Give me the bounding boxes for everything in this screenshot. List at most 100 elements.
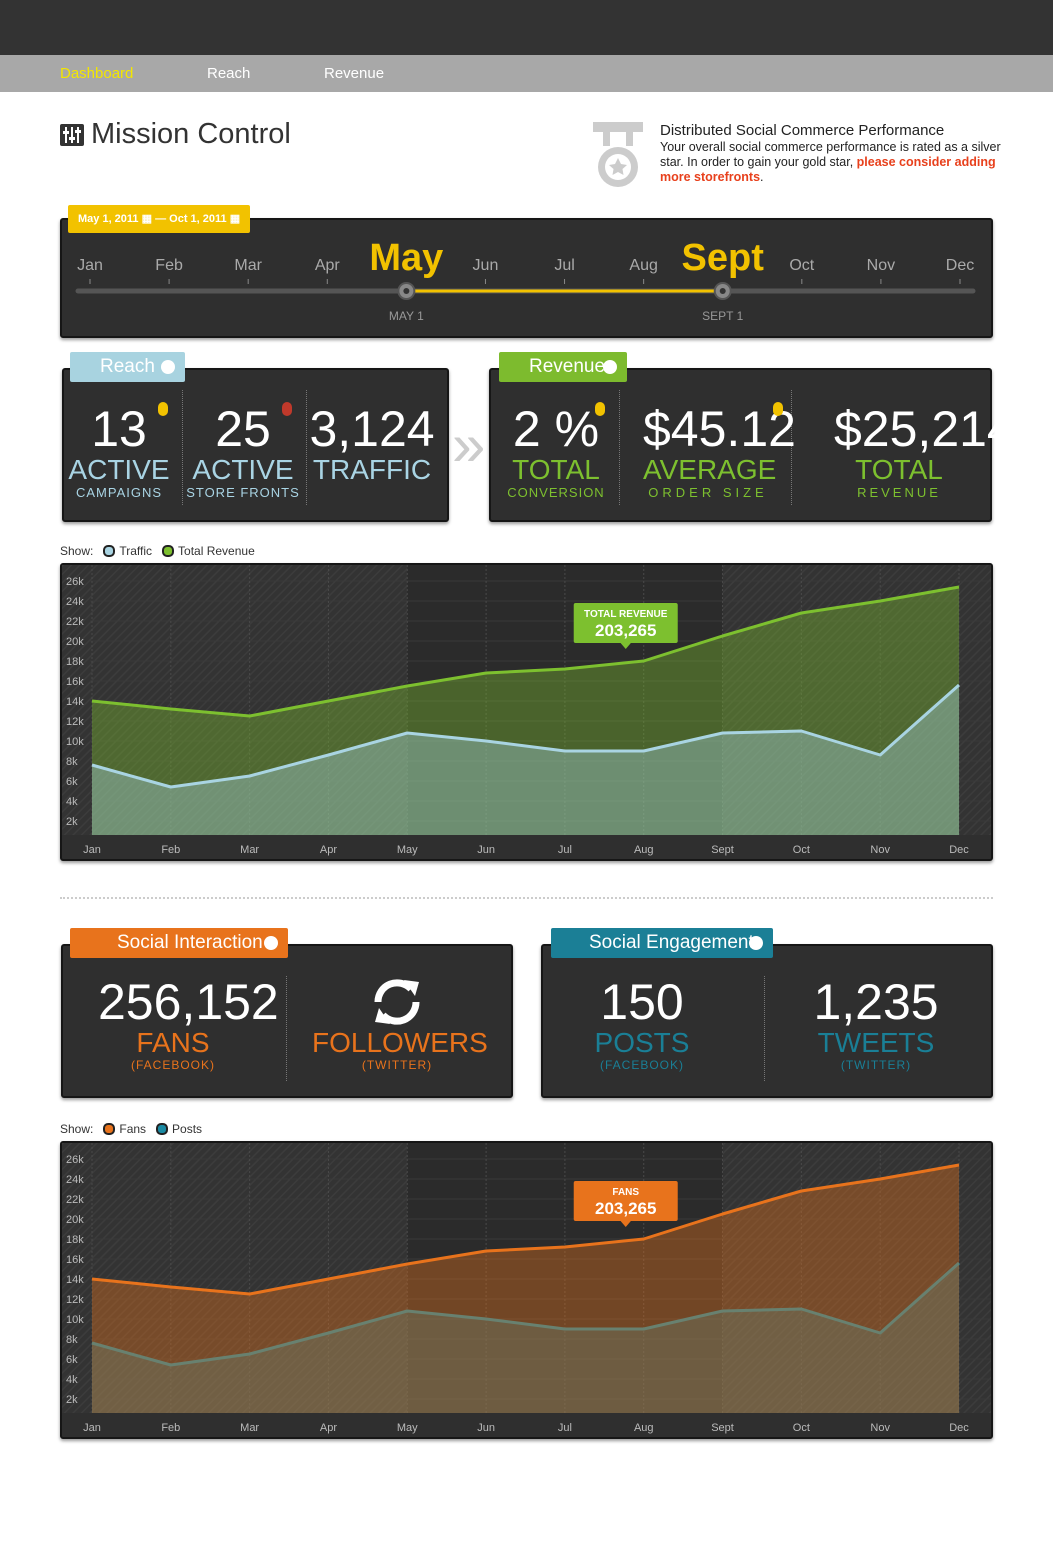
area [92, 1165, 959, 1413]
x-tick-label: Aug [634, 1422, 654, 1434]
callout [573, 1181, 678, 1221]
stat-value: 3,124 [309, 401, 435, 457]
legend-item[interactable]: Total Revenue [152, 544, 255, 558]
stat-sub: (TWITTER) [361, 1058, 433, 1072]
y-tick-label: 24k [66, 596, 84, 608]
separator [60, 897, 993, 899]
legend-title: Show: [60, 1122, 94, 1136]
legend-item[interactable]: Fans [93, 1122, 146, 1136]
stat-label: FOLLOWERS [312, 1027, 488, 1058]
y-tick-label: 18k [66, 656, 84, 668]
stat-label: AVERAGE [643, 454, 777, 485]
medal [595, 402, 605, 416]
stat-label: TOTAL [512, 454, 600, 485]
nav-item[interactable]: Revenue [324, 65, 385, 82]
y-tick-label: 4k [66, 796, 78, 808]
x-tick-label: Oct [793, 1422, 810, 1434]
x-tick-label: Jul [558, 1422, 572, 1434]
marker-label: MAY 1 [389, 309, 424, 323]
tab-title: Social Interaction [117, 932, 263, 953]
y-tick-label: 18k [66, 1234, 84, 1246]
month-label: Aug [629, 257, 657, 274]
y-tick-label: 6k [66, 776, 78, 788]
stat-value: 13 [91, 401, 147, 457]
y-tick-label: 8k [66, 1334, 78, 1346]
x-tick-label: Oct [793, 844, 810, 856]
stat-value: 2 % [512, 401, 600, 457]
legend-item[interactable]: Posts [146, 1122, 202, 1136]
x-tick-label: May [397, 1422, 418, 1434]
x-tick-label: Jun [477, 844, 495, 856]
stat-label: FANS [136, 1027, 210, 1058]
info-icon[interactable] [161, 360, 175, 374]
y-tick-label: 16k [66, 1254, 84, 1266]
area [92, 1263, 959, 1413]
stat-sub: ORDER SIZE [648, 485, 768, 500]
y-tick-label: 10k [66, 736, 84, 748]
info-icon[interactable] [264, 936, 278, 950]
nav-item[interactable]: Dashboard [60, 65, 134, 82]
legend-label: Fans [119, 1122, 147, 1136]
tab-title: Revenue [529, 356, 606, 377]
month-label: Nov [867, 257, 895, 274]
y-tick-label: 20k [66, 636, 84, 648]
month-label: Mar [234, 257, 262, 274]
divider [286, 976, 287, 1081]
stat-sub: (TWITTER) [840, 1058, 912, 1072]
medal-icon [593, 122, 643, 187]
nav-item[interactable]: Reach [207, 65, 251, 82]
legend-title: Show: [60, 544, 94, 558]
x-tick-label: Feb [161, 844, 180, 856]
y-tick-label: 22k [66, 616, 84, 628]
x-tick-label: Apr [320, 844, 337, 856]
date-range[interactable]: May 1, 2011 ▦ — Oct 1, 2011 ▦ [68, 205, 251, 233]
legend: Show: Fans Posts [60, 1122, 202, 1136]
rating-title: Distributed Social Commerce Performance [660, 122, 945, 139]
x-tick-label: May [397, 844, 418, 856]
reach-tab[interactable]: Reach [70, 352, 185, 382]
x-tick-label: Nov [870, 844, 890, 856]
social-interaction-tab[interactable]: Social Interaction [70, 928, 288, 958]
line [91, 1261, 960, 1367]
month-label: Feb [155, 257, 183, 274]
y-tick-label: 12k [66, 1294, 84, 1306]
tab-title: Social Engagement [589, 932, 754, 953]
legend-label: Posts [172, 1122, 203, 1136]
callout-value: 203,265 [595, 1199, 656, 1218]
y-tick-label: 16k [66, 676, 84, 688]
y-tick-label: 22k [66, 1194, 84, 1206]
medal [282, 402, 292, 416]
range-end: Oct 1, 2011 [169, 213, 227, 225]
stat-label: POSTS [594, 1027, 690, 1058]
stat-label: TOTAL [855, 454, 943, 485]
stat-label: TWEETS [817, 1027, 935, 1058]
x-tick-label: Apr [320, 1422, 337, 1434]
info-icon[interactable] [749, 936, 763, 950]
legend-label: Total Revenue [178, 544, 255, 558]
x-tick-label: Dec [949, 1422, 969, 1434]
y-tick-label: 14k [66, 1274, 84, 1286]
social-engagement-tab[interactable]: Social Engagement [551, 928, 773, 958]
month-label: Oct [789, 257, 814, 274]
info-icon[interactable] [603, 360, 617, 374]
stat-sub: CONVERSION [507, 485, 605, 500]
y-tick-label: 8k [66, 756, 78, 768]
divider [791, 390, 792, 505]
x-tick-label: Aug [634, 844, 654, 856]
legend-swatch [103, 545, 116, 557]
social-interaction-panel: 256,152 FANS (FACEBOOK) FOLLOWERS (TWITTER) [61, 944, 513, 1098]
medal [158, 402, 168, 416]
range-separator: — [155, 213, 167, 225]
y-tick-label: 4k [66, 1374, 78, 1386]
stat-sub: STORE FRONTS [186, 485, 300, 500]
range-start: May 1, 2011 [78, 213, 139, 225]
rating-end: . [760, 170, 764, 184]
area [92, 685, 959, 835]
rating-link[interactable]: please consider adding more storefronts [660, 155, 996, 184]
revenue-tab[interactable]: Revenue [499, 352, 627, 382]
timeline-panel [60, 218, 993, 338]
legend-item[interactable]: Traffic [93, 544, 152, 558]
timeline: Jan Feb Mar Apr May Jun Jul Aug Sept Oct Nov Dec MAY… [75, 237, 976, 323]
stat-label: ACTIVE [192, 454, 294, 485]
y-tick-label: 20k [66, 1214, 84, 1226]
